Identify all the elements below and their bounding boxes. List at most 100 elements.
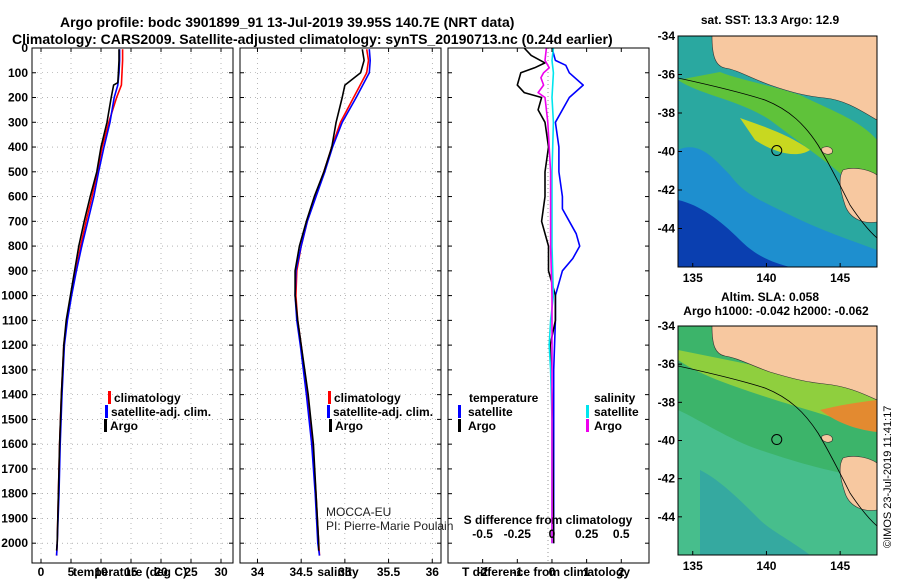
top-tick-label: 0.25 (575, 527, 599, 541)
map-lat-label: -44 (658, 510, 676, 524)
annotation-project: MOCCA-EU (326, 505, 391, 519)
temperature-grid (32, 47, 233, 563)
sst-isobath (678, 77, 877, 239)
depth-tick-label: 100 (8, 66, 28, 80)
x-tick-label: 2 (618, 565, 625, 579)
salinity-lines (294, 49, 372, 556)
header-line-1: Argo profile: bodc 3901899_91 13-Jul-201… (60, 14, 514, 30)
map-lon-label: 145 (830, 559, 850, 573)
legend-swatch-satellite (105, 405, 108, 418)
series-satellite-adj-clim- (55, 49, 121, 556)
legend-satellite: satellite-adj. clim. (333, 405, 433, 419)
legend-temperature-title: temperature (469, 391, 539, 405)
difference-legend: temperature satellite Argo salinity sate… (458, 391, 639, 433)
depth-tick-label: 1700 (1, 462, 28, 476)
depth-tick-label: 1800 (1, 487, 28, 501)
sla-map: Altim. SLA: 0.058 Argo h1000: -0.042 h20… (658, 290, 878, 573)
top-tick-label: -0.5 (472, 527, 493, 541)
map-lat-label: -40 (658, 145, 676, 159)
difference-lines (516, 48, 585, 544)
legend-argo: Argo (110, 419, 138, 433)
top-tick-label: 0 (549, 527, 556, 541)
depth-tick-label: 1000 (1, 289, 28, 303)
salinity-panel: 34 34.5 35 35.5 36 salinity climatology sate… (239, 47, 453, 579)
difference-panel: -2 -1 0 1 2 T difference from climatology S … (447, 47, 650, 579)
x-tick-label: 35.5 (377, 565, 401, 579)
legend-climatology: climatology (114, 391, 181, 405)
temperature-x-axis: 0 5 10 15 20 25 30 (32, 47, 233, 579)
argo-float-marker (771, 145, 783, 157)
sst-coldest-water (678, 200, 790, 267)
map-lat-label: -42 (658, 183, 676, 197)
depth-axis: 0 100 200 300 400 500 600 700 800 900 1000 1100 1200… (1, 41, 28, 550)
sst-land-island (821, 146, 833, 155)
temperature-panel: 0 5 10 15 20 25 30 temperature (deg C) climato… (31, 47, 234, 579)
legend-swatch-sal-argo (586, 419, 589, 432)
difference-top-label: S difference from climatology (464, 513, 633, 527)
series-salinity-argo (537, 48, 553, 544)
x-tick-label: 15 (124, 565, 138, 579)
depth-tick-label: 200 (8, 91, 28, 105)
x-tick-label: 34.5 (289, 565, 313, 579)
x-tick-label: 34 (251, 565, 265, 579)
sst-map-title: sat. SST: 13.3 Argo: 12.9 (701, 13, 840, 27)
depth-tick-label: 2000 (1, 536, 28, 550)
legend-swatch-temp-argo (458, 419, 461, 432)
series-temperature-argo (516, 48, 557, 544)
depth-tick-label: 600 (8, 190, 28, 204)
depth-tick-label: 400 (8, 140, 28, 154)
sla-isobath (678, 365, 877, 527)
sst-map-axes: 135 140 145 -34 -36 -38 -40 -42 -44 (658, 29, 851, 285)
sla-lowest (700, 470, 810, 555)
map-lon-label: 145 (830, 271, 850, 285)
legend-swatch-satellite (327, 405, 330, 418)
legend-swatch-temp-satellite (458, 405, 461, 418)
depth-tick-label: 1100 (2, 313, 28, 327)
sla-map-axes: 135 140 145 -34 -36 -38 -40 -42 -44 (658, 319, 851, 573)
sla-land-island (821, 434, 833, 443)
series-climatology (55, 49, 124, 556)
legend-sal-argo: Argo (594, 419, 622, 433)
map-lat-label: -34 (658, 319, 676, 333)
salinity-legend: climatology satellite-adj. clim. Argo (327, 391, 433, 433)
legend-satellite: satellite-adj. clim. (111, 405, 211, 419)
x-tick-label: 0 (38, 565, 45, 579)
legend-swatch-climatology (108, 391, 111, 404)
salinity-xlabel: salinity (317, 565, 359, 579)
x-tick-label: -2 (477, 565, 488, 579)
x-tick-label: -1 (512, 565, 523, 579)
depth-tick-label: 1900 (1, 511, 28, 525)
legend-temp-argo: Argo (468, 419, 496, 433)
temperature-legend: climatology satellite-adj. clim. Argo (104, 391, 211, 433)
temperature-xlabel: temperature (deg C) (73, 565, 187, 579)
difference-x-axis: -2 -1 0 1 2 (448, 47, 649, 579)
depth-tick-label: 1600 (1, 437, 28, 451)
x-tick-label: 5 (68, 565, 75, 579)
map-lat-label: -36 (658, 357, 676, 371)
map-lat-label: -34 (658, 29, 676, 43)
series-temperature-satellite (551, 48, 585, 544)
depth-tick-label: 500 (8, 165, 28, 179)
legend-swatch-climatology (328, 391, 331, 404)
map-lon-label: 135 (683, 271, 703, 285)
legend-swatch-argo (104, 419, 107, 432)
argo-float-marker (771, 434, 783, 446)
x-tick-label: 36 (426, 565, 440, 579)
legend-salinity-title: salinity (594, 391, 636, 405)
x-tick-label: 20 (154, 565, 168, 579)
map-lon-label: 140 (756, 271, 776, 285)
map-lat-label: -40 (658, 434, 676, 448)
depth-tick-label: 1400 (1, 388, 28, 402)
x-tick-label: 10 (94, 565, 108, 579)
temperature-lines (55, 49, 124, 556)
series-argo (294, 49, 365, 551)
depth-tick-label: 1300 (1, 363, 28, 377)
top-tick-label: -0.25 (504, 527, 532, 541)
sla-map-title: Altim. SLA: 0.058 (721, 290, 819, 304)
difference-frame (447, 47, 650, 564)
header-line-2: Climatology: CARS2009. Satellite-adjuste… (12, 31, 613, 47)
difference-xlabel: T difference from climatology (462, 565, 630, 579)
legend-swatch-sal-satellite (586, 405, 589, 418)
depth-tick-label: 1500 (1, 412, 28, 426)
